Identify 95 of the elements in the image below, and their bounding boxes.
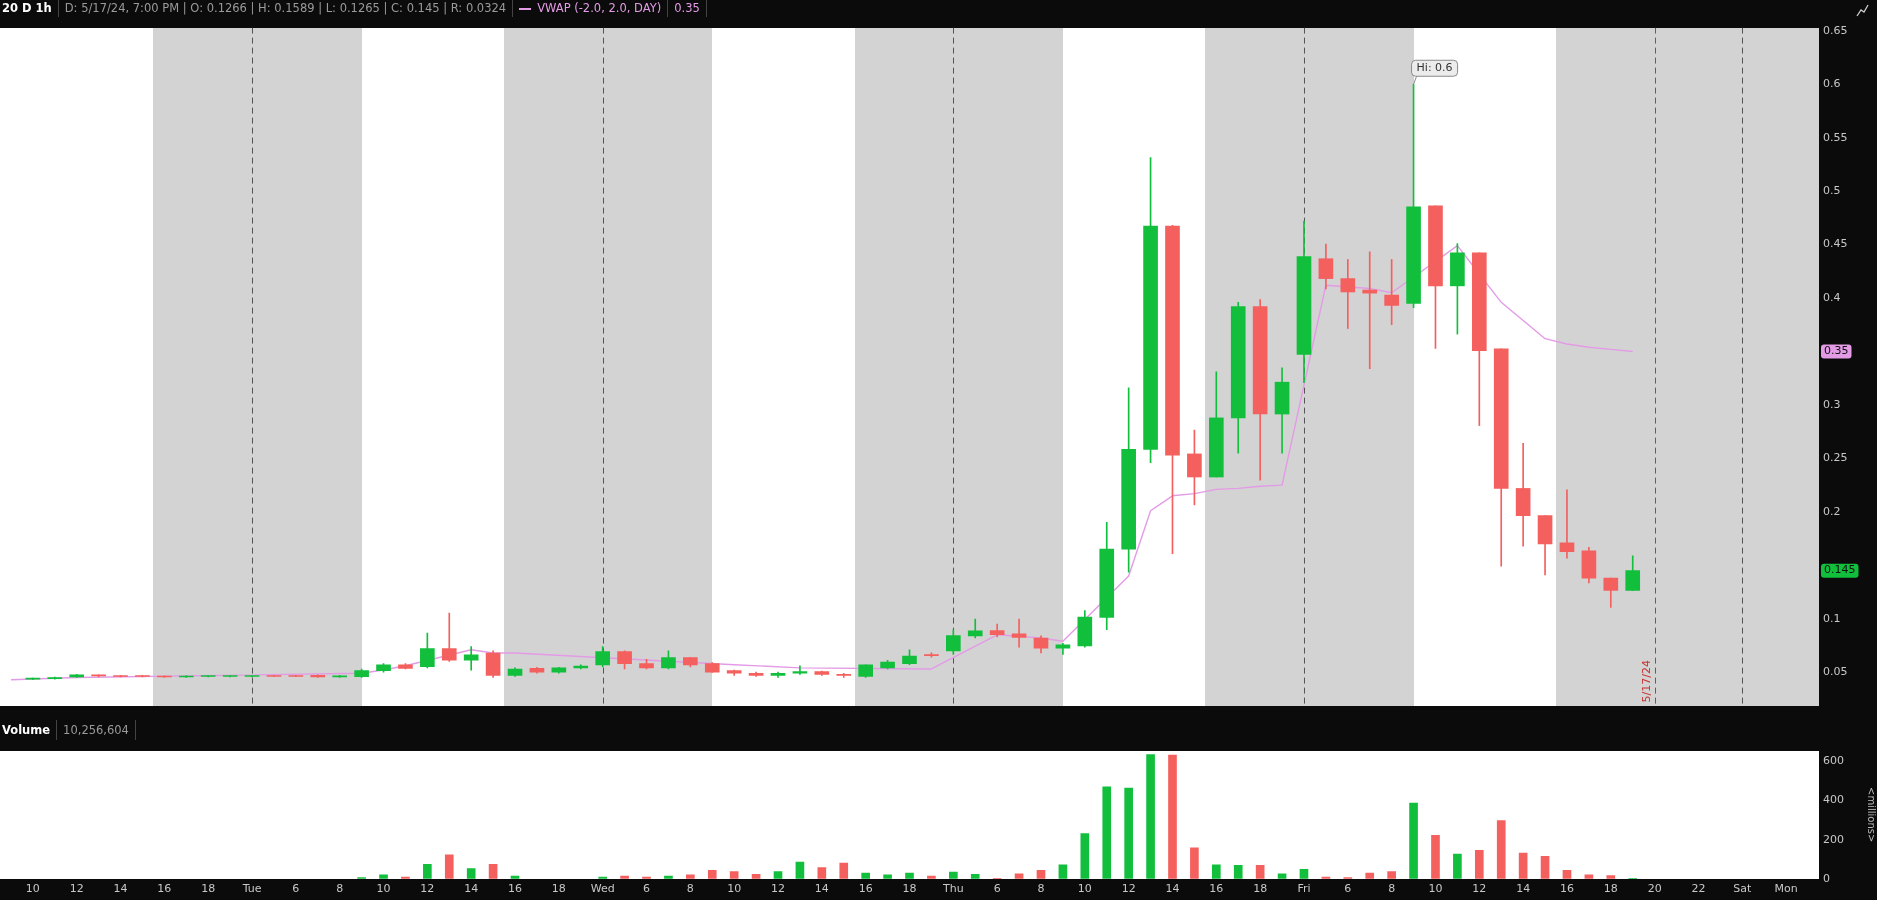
annotation: 0.145 (1824, 563, 1856, 577)
x-tick-label: 10 (1077, 882, 1092, 896)
x-tick-label: 16 (1559, 882, 1574, 896)
x-tick-label: 18 (551, 882, 566, 896)
bar (1080, 833, 1090, 879)
x-tick-label: 6 (1344, 882, 1352, 896)
x-tick-label: 12 (771, 882, 786, 896)
bar (949, 871, 958, 879)
chart-title: 20 D 1h (0, 0, 59, 17)
x-tick-label: 18 (902, 882, 917, 896)
chart-subtitle: D: 5/17/24, 7:00 PM | O: 0.1266 | H: 0.1589 | L: 0.1265 | C: 0.145 | R: 0.0324 (58, 0, 514, 17)
candlestick (1559, 489, 1575, 559)
x-tick-label: 16 (508, 882, 523, 896)
x-tick-label: 12 (420, 882, 435, 896)
x-tick-label: 8 (1388, 882, 1396, 896)
y-axis-title: <millions> (1866, 787, 1877, 843)
bar (1168, 754, 1177, 879)
y-tick-label: 0 (1823, 871, 1830, 885)
bar (1233, 864, 1243, 879)
x-tick-label: 10 (1428, 882, 1443, 896)
y-tick-label: 0.6 (1823, 77, 1841, 91)
x-tick-label: Tue (241, 882, 262, 896)
bar (1387, 871, 1396, 879)
annotation: Hi: 0.6 (1416, 61, 1453, 75)
x-tick-label: 6 (643, 882, 651, 896)
x-tick-label: Fri (1297, 882, 1311, 896)
bar (1453, 853, 1462, 879)
y-tick-label: 0.1 (1823, 611, 1841, 625)
x-tick-label: 8 (336, 882, 344, 896)
y-tick-label: 0.05 (1823, 665, 1848, 679)
x-tick-label: 16 (858, 882, 873, 896)
bar (1409, 802, 1418, 879)
x-tick-label: Mon (1774, 882, 1798, 896)
candlestick (441, 612, 457, 662)
bar (1496, 820, 1506, 879)
x-tick-label: 14 (1165, 882, 1180, 896)
bar (1431, 834, 1440, 879)
bar (466, 868, 476, 879)
x-tick-label: 10 (376, 882, 391, 896)
bar (1190, 847, 1199, 879)
legend-label: VWAP (-2.0, 2.0, DAY) (531, 0, 669, 17)
candlestick (1011, 618, 1027, 648)
x-tick-label: 18 (1603, 882, 1618, 896)
chart-title: Volume (0, 720, 58, 740)
y-tick-label: 0.25 (1823, 451, 1848, 465)
bar (1211, 864, 1221, 879)
ref-line-label: 5/17/24 (1639, 659, 1653, 703)
x-tick-label: 12 (69, 882, 84, 896)
annotation: 0.35 (1824, 344, 1849, 358)
bar (1146, 754, 1155, 879)
bar (707, 870, 717, 879)
y-tick-label: 0.3 (1823, 397, 1841, 411)
x-tick-label: 8 (686, 882, 694, 896)
x-tick-label: 22 (1691, 882, 1706, 896)
y-tick-label: 0.4 (1823, 290, 1841, 304)
bar (1474, 849, 1484, 879)
bar (729, 871, 739, 879)
x-tick-label: 8 (1037, 882, 1045, 896)
y-tick-label: 600 (1823, 754, 1844, 768)
bar (1124, 787, 1133, 879)
x-tick-label: Wed (590, 882, 615, 896)
x-tick-label: Sat (1733, 882, 1752, 896)
bar (839, 862, 849, 879)
x-tick-label: 20 (1647, 882, 1662, 896)
x-tick-label: 6 (993, 882, 1001, 896)
x-tick-label: 14 (814, 882, 829, 896)
x-tick-label: 10 (727, 882, 742, 896)
y-tick-label: 0.65 (1823, 23, 1848, 37)
chart-subtitle: 10,256,604 (57, 720, 136, 740)
bar (1058, 864, 1068, 879)
y-tick-label: 200 (1823, 832, 1844, 846)
bar (444, 854, 454, 879)
candlestick (792, 665, 808, 675)
y-tick-label: 400 (1823, 793, 1844, 807)
x-tick-label: 16 (1209, 882, 1224, 896)
candlestick (1340, 259, 1356, 329)
x-tick-label: 10 (25, 882, 40, 896)
y-tick-label: 0.5 (1823, 184, 1841, 198)
y-tick-label: 0.45 (1823, 237, 1848, 251)
x-tick-label: 16 (157, 882, 172, 896)
x-tick-label: 14 (113, 882, 128, 896)
x-tick-label: 6 (292, 882, 300, 896)
bar (1102, 786, 1112, 879)
x-tick-label: 12 (1121, 882, 1136, 896)
x-tick-label: 14 (464, 882, 479, 896)
x-tick-label: 14 (1516, 882, 1531, 896)
x-tick-label: 18 (1253, 882, 1268, 896)
candlestick (463, 646, 479, 671)
y-tick-label: 0.55 (1823, 130, 1848, 144)
x-tick-label: 18 (201, 882, 216, 896)
bar (423, 864, 432, 879)
text: 0.35 (668, 0, 707, 17)
x-tick-label: 12 (1472, 882, 1487, 896)
x-tick-label: Thu (942, 882, 964, 896)
y-tick-label: 0.2 (1823, 504, 1841, 518)
